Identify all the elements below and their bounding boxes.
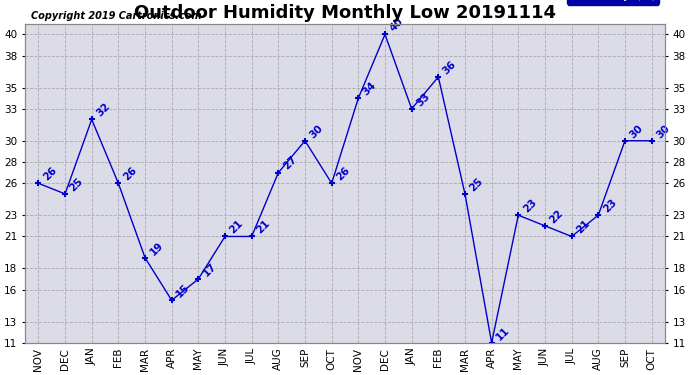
Text: 25: 25 [468,176,485,193]
Text: 30: 30 [308,123,325,140]
Text: 40: 40 [388,16,405,34]
Text: 25: 25 [68,176,85,193]
Text: 21: 21 [255,218,272,236]
Text: 36: 36 [441,59,458,76]
Text: 30: 30 [654,123,672,140]
Text: Copyright 2019 Cartronics.com: Copyright 2019 Cartronics.com [32,10,202,21]
Text: 11: 11 [495,325,512,342]
Text: 30: 30 [628,123,645,140]
Title: Outdoor Humidity Monthly Low 20191114: Outdoor Humidity Monthly Low 20191114 [134,4,556,22]
Text: 23: 23 [521,197,538,214]
Text: 19: 19 [148,240,165,257]
Text: 22: 22 [548,208,565,225]
Text: 26: 26 [335,165,352,183]
Text: 21: 21 [228,218,245,236]
Text: 15: 15 [175,282,192,300]
Text: 26: 26 [41,165,59,183]
Text: 17: 17 [201,261,219,278]
Text: 32: 32 [95,101,112,118]
Text: 34: 34 [361,80,379,98]
Text: 26: 26 [121,165,139,183]
Text: 21: 21 [574,218,592,236]
Legend: Humidity  (%): Humidity (%) [566,0,660,4]
Text: 33: 33 [415,91,432,108]
Text: 23: 23 [601,197,618,214]
Text: 27: 27 [281,154,299,172]
